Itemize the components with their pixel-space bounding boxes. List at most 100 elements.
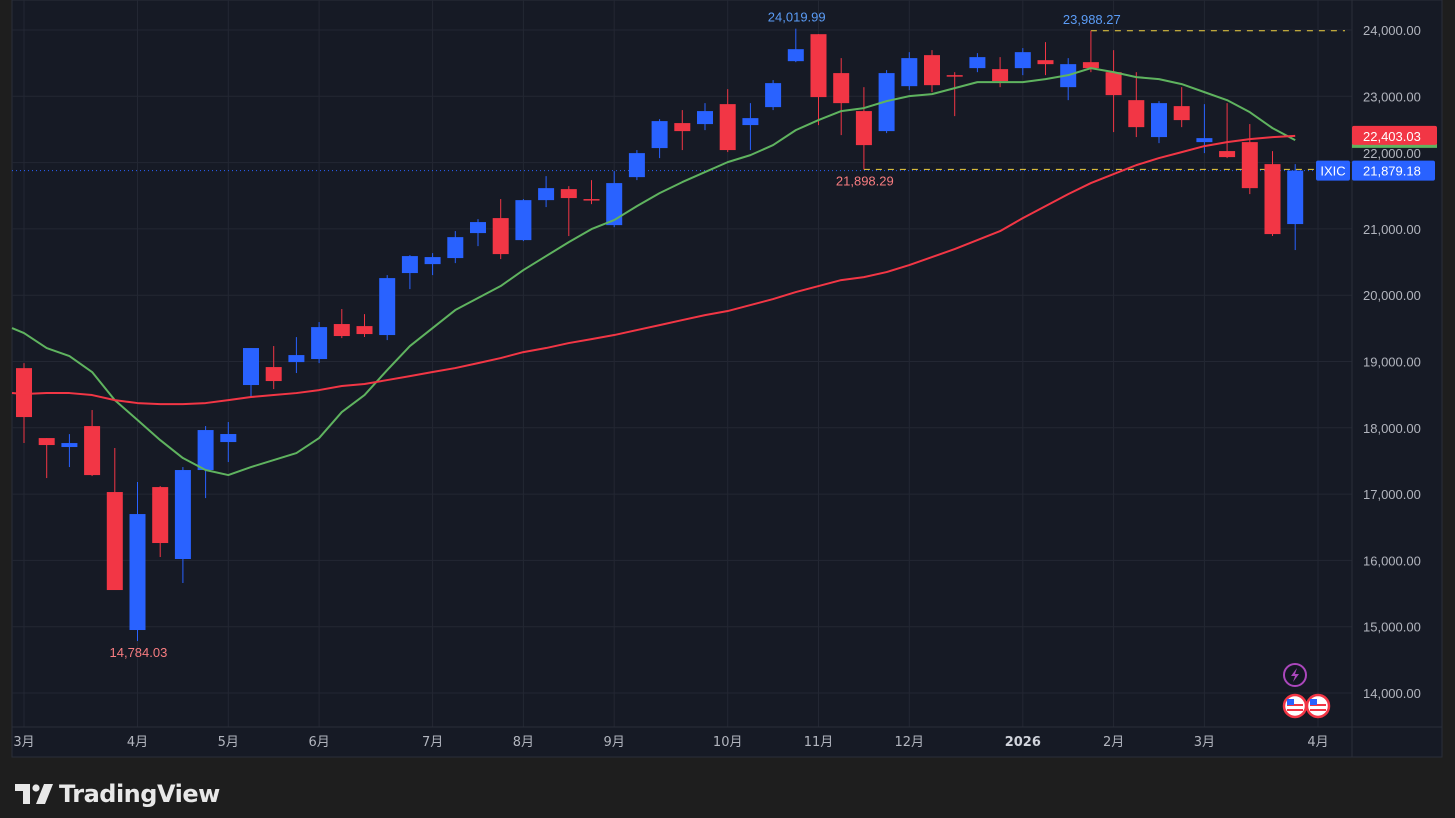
candle-up [969, 57, 986, 69]
candle-down [992, 69, 1009, 82]
candle-down [674, 123, 691, 132]
time-tick-label: 3月 [13, 735, 34, 750]
candle-down [1037, 60, 1054, 65]
candle-up [1151, 103, 1167, 138]
candle-down [492, 218, 509, 255]
candle-up [220, 434, 237, 443]
us-flag-stripe [1310, 709, 1326, 711]
candle-up [401, 256, 418, 274]
candle-up [61, 443, 78, 448]
candle-up [901, 58, 918, 87]
candle-down [719, 104, 736, 151]
candle-down [833, 73, 850, 104]
candle-down [1128, 100, 1145, 128]
candle-up [311, 327, 328, 360]
time-tick-label: 3月 [1194, 735, 1215, 750]
candle-down [38, 438, 55, 446]
candle-down [1219, 151, 1236, 158]
price-tick-label: 16,000.00 [1363, 553, 1421, 568]
price-tick-label: 21,000.00 [1363, 222, 1421, 237]
candle-down [16, 368, 32, 418]
last-price-value: 21,879.18 [1363, 164, 1421, 179]
time-tick-label: 11月 [804, 735, 834, 750]
time-tick-label: 5月 [218, 735, 239, 750]
us-flag-canton [1310, 699, 1317, 705]
price-tags: 22,403.03 IXIC 21,879.18 [1316, 125, 1437, 181]
time-tick-label: 6月 [308, 735, 329, 750]
ma-slow-price-value: 22,403.03 [1363, 129, 1421, 144]
time-tick-label: 8月 [513, 735, 534, 750]
candle-up [379, 278, 396, 336]
event-icons[interactable] [1282, 663, 1331, 719]
price-tick-label: 22,000.00 [1363, 146, 1421, 161]
ma-fast-tag [1352, 143, 1437, 148]
price-tick-label: 15,000.00 [1363, 620, 1421, 635]
candle-down [946, 75, 963, 77]
candle-up [243, 348, 259, 386]
time-tick-label: 4月 [127, 735, 148, 750]
candle-up [129, 514, 146, 631]
us-flag-stripe [1310, 704, 1326, 706]
candle-down [855, 111, 872, 146]
price-tick-label: 14,000.00 [1363, 686, 1421, 701]
candle-up [288, 355, 305, 363]
time-tick-label: 7月 [422, 735, 443, 750]
tradingview-logo-icon [15, 784, 53, 804]
time-tick-label: 4月 [1307, 735, 1328, 750]
candle-up [628, 153, 645, 178]
price-tick-label: 24,000.00 [1363, 23, 1421, 38]
price-tick-label: 17,000.00 [1363, 487, 1421, 502]
ma-slow-price-tag [1352, 125, 1437, 145]
us-flag-stripe [1287, 704, 1303, 706]
candle-up [787, 49, 804, 62]
candle-up [1287, 170, 1304, 225]
candle-down [152, 487, 169, 544]
time-tick-label: 12月 [895, 735, 925, 750]
candle-down [1264, 164, 1281, 235]
us-flag-stripe [1287, 709, 1303, 711]
candle-up [424, 257, 441, 265]
candle-up [515, 200, 532, 241]
candle-down [106, 492, 123, 591]
candle-up [697, 111, 713, 125]
candle-down [560, 189, 577, 199]
high-price-label: 24,019.99 [768, 10, 826, 25]
low-price-label: 21,898.29 [836, 173, 894, 188]
time-tick-label: 10月 [713, 735, 743, 750]
candle-down [1105, 72, 1122, 96]
candle-up [742, 118, 759, 126]
lightning-glyph [1291, 668, 1299, 682]
candles [16, 28, 1304, 642]
candle-down [333, 324, 350, 337]
price-tick-label: 19,000.00 [1363, 355, 1421, 370]
tradingview-logo-text: TradingView [59, 780, 220, 808]
candle-up [765, 83, 782, 108]
annotations: 24,019.99 23,988.27 21,898.29 14,784.03 [110, 10, 1121, 660]
symbol-tag-label: IXIC [1320, 164, 1345, 179]
time-tick-label: 9月 [604, 735, 625, 750]
candle-up [651, 121, 668, 149]
candle-down [1082, 62, 1099, 69]
candle-up [470, 222, 486, 234]
tradingview-logo[interactable]: TradingView [15, 780, 220, 808]
symbol-tag [1316, 160, 1350, 181]
candle-down [583, 199, 600, 201]
ma-fast-line [11, 67, 1296, 477]
candle-down [1173, 106, 1190, 121]
time-axis[interactable]: 3月 4月 5月 6月 7月 8月 9月 10月 11月 12月 2026 2月 3月 4月 [12, 726, 1442, 750]
moving-averages [11, 67, 1296, 477]
price-tick-label: 18,000.00 [1363, 421, 1421, 436]
price-axis[interactable]: 14,000.00 15,000.00 16,000.00 17,000.00 18,0… [1351, 0, 1421, 757]
time-tick-label: 2026 [1005, 735, 1041, 750]
high-price-label: 23,988.27 [1063, 12, 1121, 27]
time-tick-label: 2月 [1103, 735, 1124, 750]
grid [12, 0, 1352, 727]
candle-up [174, 470, 191, 560]
ma-slow-line [11, 134, 1296, 406]
candle-down [810, 34, 827, 98]
candle-down [84, 426, 101, 476]
candle-up [606, 183, 623, 226]
candle-down [924, 55, 940, 86]
price-tick-label: 20,000.00 [1363, 288, 1421, 303]
